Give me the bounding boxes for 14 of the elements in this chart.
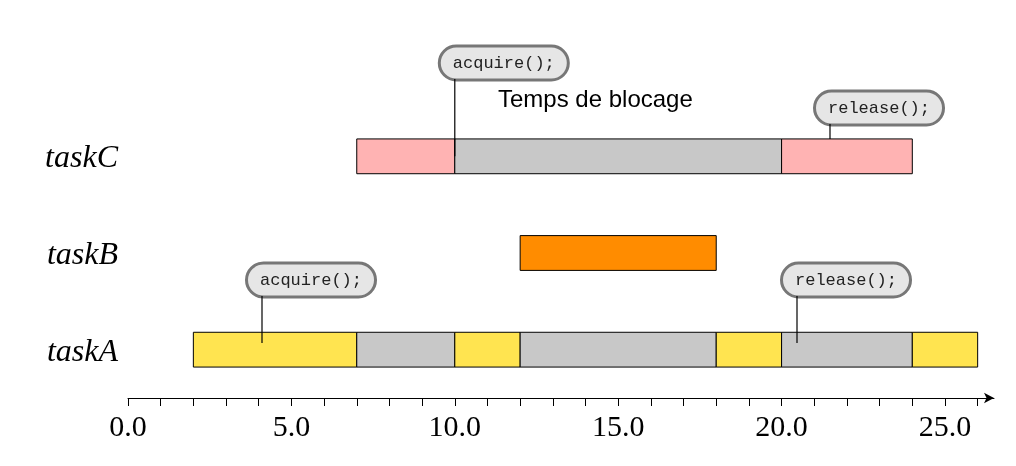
x-tick-label: 10.0 <box>428 408 482 442</box>
x-tick-label: 15.0 <box>591 408 645 442</box>
x-tick-label: 0.0 <box>109 408 147 442</box>
annotation: Temps de blocage <box>498 84 693 112</box>
y-tick-label: taskA <box>46 331 119 368</box>
x-tick-label: 20.0 <box>755 408 808 442</box>
annotation: release(); <box>795 270 898 290</box>
y-tick-label: taskC <box>45 138 119 175</box>
x-tick-label: 25.0 <box>918 408 972 442</box>
y-tick-label: taskB <box>46 235 118 271</box>
x-tick-label: 5.0 <box>272 408 311 442</box>
annotation: acquire(); <box>260 270 363 290</box>
annotation: release(); <box>828 98 931 118</box>
annotation: acquire(); <box>452 53 555 73</box>
